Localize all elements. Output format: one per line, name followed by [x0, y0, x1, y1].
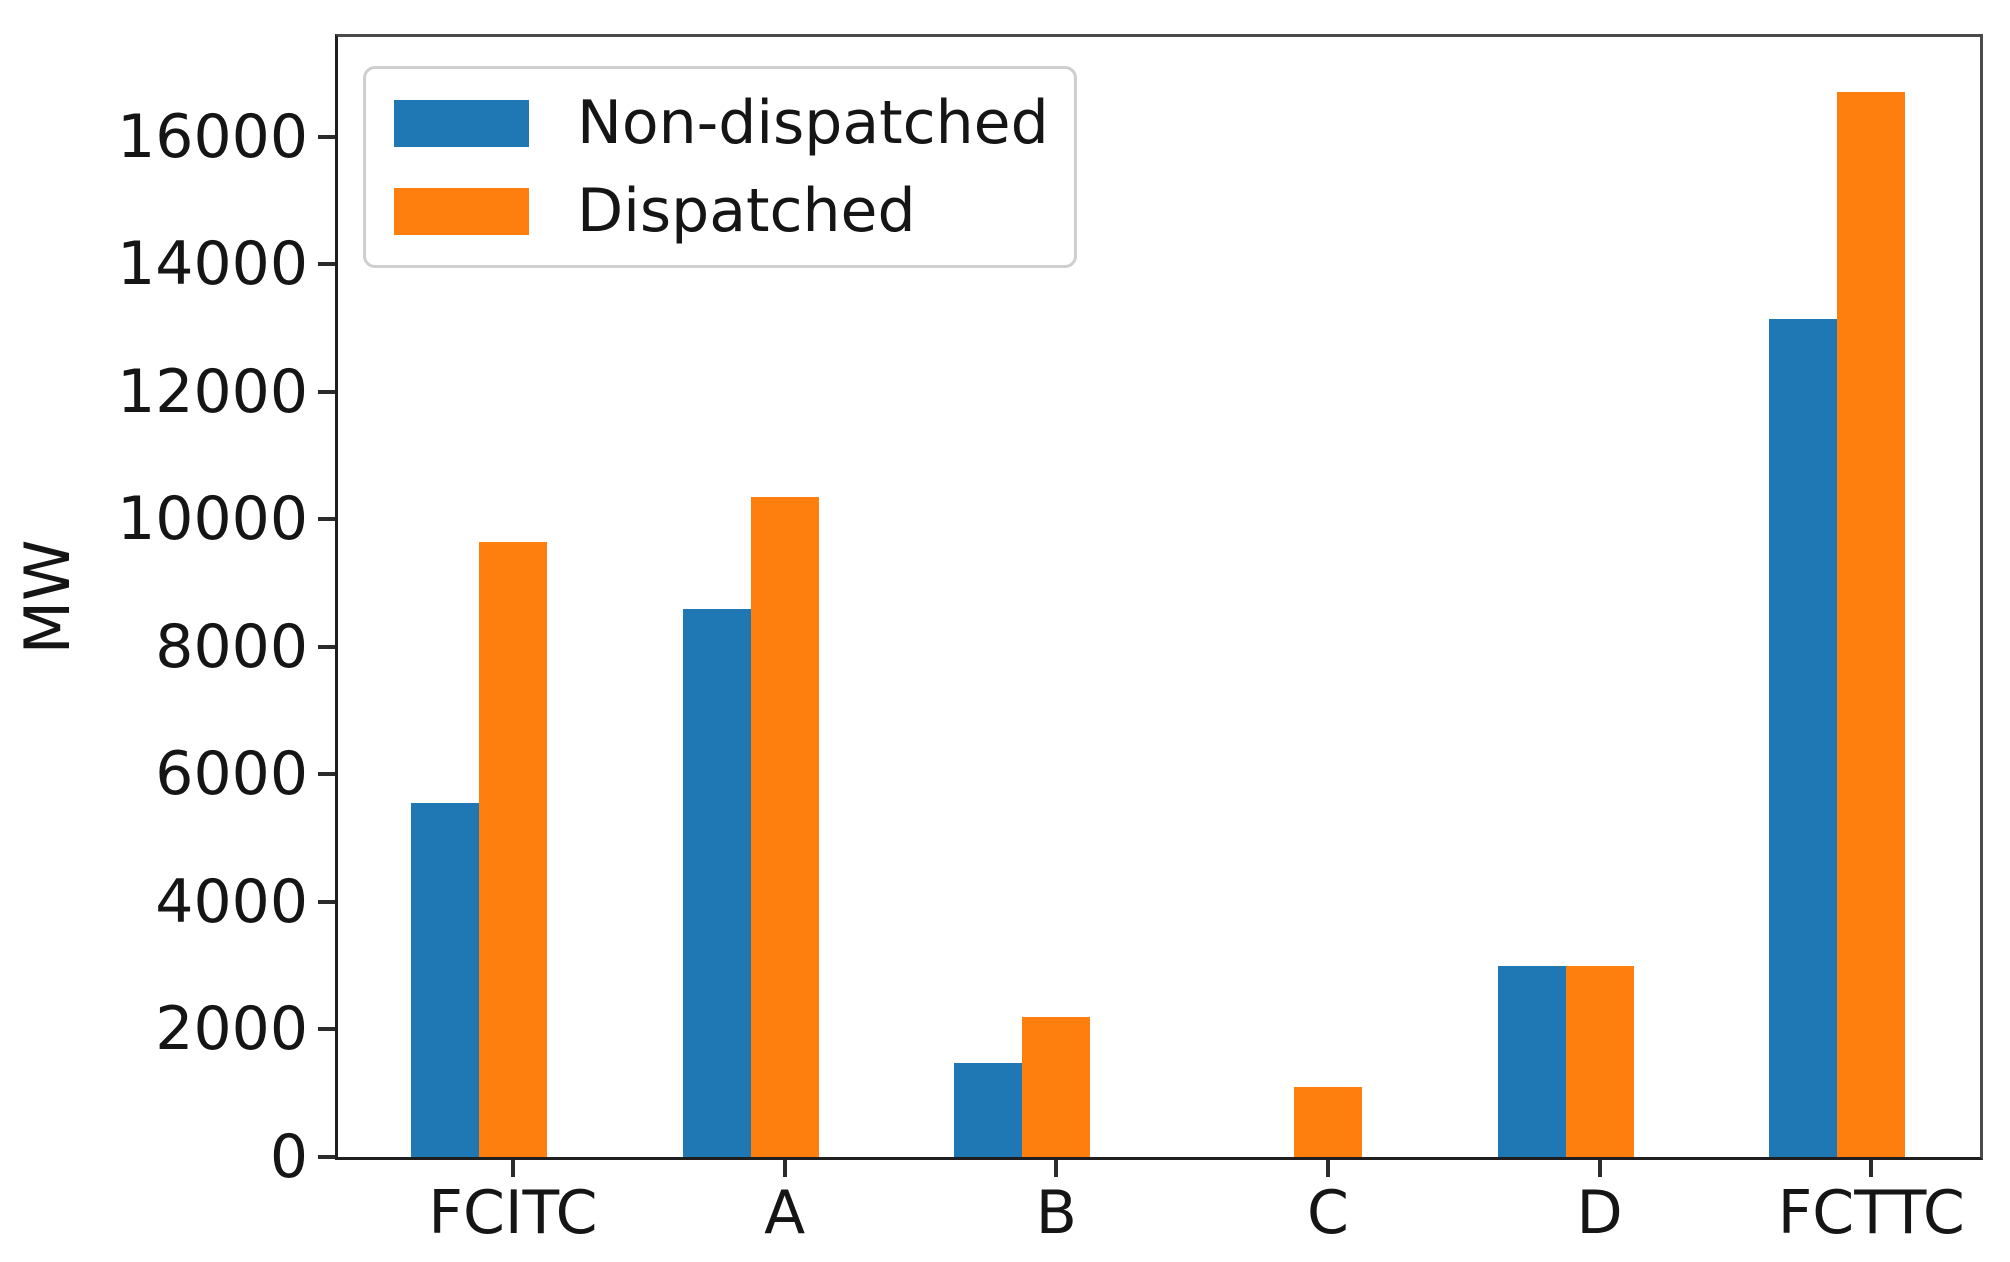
bar-b-dispatched: [1022, 1016, 1091, 1157]
legend-item-non-dispatched: Non-dispatched: [394, 88, 1049, 158]
legend-label-dispatched: Dispatched: [577, 176, 916, 246]
legend-item-dispatched: Dispatched: [394, 179, 1046, 243]
y-tick-label-6000: 6000: [155, 739, 308, 810]
y-tick-4000: [318, 899, 335, 904]
y-tick-12000: [318, 389, 335, 394]
legend-swatch-non-dispatched: [394, 99, 529, 147]
y-tick-label-16000: 16000: [117, 101, 308, 172]
x-tick-label-b: B: [1035, 1178, 1077, 1248]
y-tick-label-0: 0: [269, 1122, 308, 1192]
y-tick-8000: [318, 644, 335, 649]
legend-label-non-dispatched: Non-dispatched: [577, 88, 1049, 158]
x-tick-c: [1325, 1160, 1330, 1177]
y-tick-label-14000: 14000: [117, 229, 308, 300]
x-tick-a: [782, 1160, 787, 1177]
x-tick-fcttc: [1869, 1160, 1874, 1177]
x-tick-label-a: A: [764, 1178, 806, 1248]
y-tick-10000: [318, 517, 335, 522]
x-tick-label-c: C: [1307, 1178, 1349, 1248]
legend-swatch-dispatched: [394, 187, 529, 235]
bar-a-dispatched: [750, 497, 819, 1157]
bar-fcitc-dispatched: [479, 541, 547, 1157]
plot-area: Non-dispatched Dispatched: [335, 34, 1983, 1160]
x-tick-b: [1054, 1160, 1059, 1177]
bar-fcitc-non-dispatched: [411, 803, 479, 1157]
y-tick-2000: [318, 1027, 335, 1032]
x-tick-d: [1597, 1160, 1602, 1177]
y-tick-label-2000: 2000: [155, 994, 308, 1065]
y-tick-16000: [318, 134, 335, 139]
legend: Non-dispatched Dispatched: [363, 66, 1077, 268]
y-tick-0: [318, 1155, 335, 1159]
x-tick-label-fcitc: FCITC: [428, 1178, 598, 1248]
bar-a-non-dispatched: [682, 608, 751, 1157]
y-tick-label-12000: 12000: [117, 356, 308, 427]
bar-d-non-dispatched: [1497, 965, 1566, 1157]
y-tick-label-10000: 10000: [117, 484, 308, 555]
y-tick-label-4000: 4000: [155, 866, 308, 937]
x-tick-label-d: D: [1576, 1178, 1623, 1248]
y-tick-label-8000: 8000: [155, 611, 308, 682]
x-tick-label-fcttc: FCTTC: [1777, 1178, 1965, 1248]
bar-b-non-dispatched: [954, 1063, 1023, 1157]
bar-d-dispatched: [1565, 965, 1634, 1157]
bar-fcttc-dispatched: [1837, 92, 1906, 1157]
x-tick-fcitc: [511, 1160, 515, 1177]
y-tick-14000: [318, 262, 335, 267]
bar-c-dispatched: [1293, 1086, 1362, 1157]
y-tick-6000: [318, 772, 335, 777]
bar-fcttc-non-dispatched: [1769, 318, 1838, 1157]
